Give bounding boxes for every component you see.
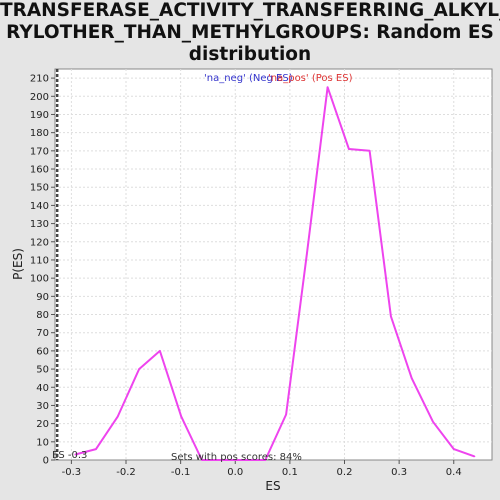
legend-neg: 'na_neg' (Neg ES) [204, 73, 293, 84]
y-tick-label: 0 [43, 456, 49, 467]
data-point [410, 377, 413, 379]
data-point [348, 148, 350, 150]
y-tick-label: 110 [30, 255, 49, 266]
data-point [201, 459, 203, 461]
data-point [264, 459, 267, 461]
data-point [234, 459, 237, 461]
series-group [74, 86, 476, 461]
data-point [95, 448, 97, 450]
pos-scores-annotation: Sets with pos scores: 84% [171, 452, 302, 463]
y-tick-label: 80 [36, 310, 49, 321]
y-tick-label: 30 [36, 401, 49, 412]
legend-pos: 'na_pos' (Pos ES) [268, 73, 353, 84]
y-axis: 0 10 20 30 40 50 60 70 80 90 100 110 120 130 140 150 160… [30, 74, 55, 467]
title-line-3: distribution [188, 44, 312, 65]
x-tick-label: 0.4 [446, 467, 462, 478]
plot-area [54, 68, 493, 461]
data-point [326, 86, 329, 88]
x-tick-label: -0.2 [116, 467, 136, 478]
x-tick-label: 0.2 [337, 467, 353, 478]
title-line-1: TRANSFERASE_ACTIVITY_TRANSFERRING_ALKYL_… [0, 0, 500, 21]
y-tick-label: 150 [30, 183, 49, 194]
y-tick-label: 20 [36, 419, 49, 430]
x-tick-label: -0.1 [171, 467, 191, 478]
y-tick-label: 100 [30, 274, 49, 285]
x-tick-label: 0.0 [227, 467, 243, 478]
y-tick-label: 10 [36, 437, 49, 448]
data-point [180, 415, 182, 418]
y-tick-label: 120 [30, 237, 49, 248]
y-tick-label: 130 [30, 219, 49, 230]
x-axis: -0.3 -0.2 -0.1 0.0 0.1 0.2 0.3 0.4 [62, 460, 462, 478]
data-point [390, 315, 392, 318]
data-point [306, 253, 308, 256]
marker-label: ES -0.3 [52, 450, 87, 461]
y-tick-label: 200 [30, 92, 49, 103]
x-axis-label: ES [265, 479, 280, 493]
x-tick-label: 0.3 [391, 467, 407, 478]
data-point [74, 453, 77, 456]
data-point [368, 150, 371, 152]
data-point [138, 368, 140, 370]
y-tick-label: 180 [30, 128, 49, 139]
chart-title: TRANSFERASE_ACTIVITY_TRANSFERRING_ALKYL_… [0, 0, 500, 66]
y-tick-label: 140 [30, 201, 49, 212]
y-tick-label: 40 [36, 383, 49, 394]
y-tick-label: 210 [30, 74, 49, 85]
x-tick-label: 0.1 [282, 467, 298, 478]
y-tick-label: 190 [30, 110, 49, 121]
y-tick-label: 160 [30, 165, 49, 176]
y-axis-label: P(ES) [11, 248, 25, 280]
y-tick-label: 90 [36, 292, 49, 303]
data-point [452, 448, 455, 450]
y-tick-label: 60 [36, 346, 49, 357]
y-tick-label: 70 [36, 328, 49, 339]
grid [55, 69, 492, 460]
title-line-2: RYLOTHER_THAN_METHYLGROUPS: Random ES [6, 22, 494, 43]
data-point [117, 415, 119, 418]
data-point [473, 455, 476, 458]
data-point [432, 421, 434, 423]
x-tick-label: -0.3 [62, 467, 82, 478]
y-tick-label: 50 [36, 365, 49, 376]
data-point [285, 413, 287, 416]
data-point [159, 350, 161, 352]
y-tick-label: 170 [30, 146, 49, 157]
